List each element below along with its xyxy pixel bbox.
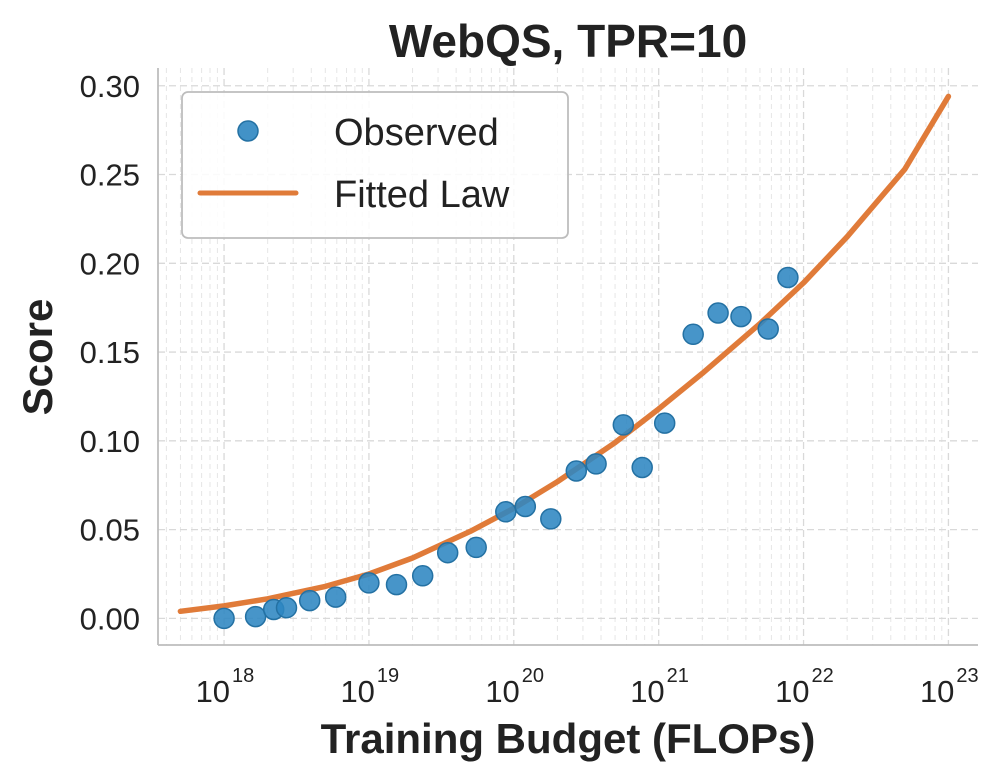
x-tick-label: 10 21 [630, 665, 689, 709]
y-tick-label: 0.20 [80, 246, 140, 281]
x-tick-base: 10 [485, 674, 519, 709]
y-axis-label: Score [14, 299, 61, 416]
x-tick-label: 10 20 [485, 665, 544, 709]
x-tick-label: 10 22 [775, 665, 834, 709]
observed-point [757, 318, 779, 340]
observed-point [777, 266, 799, 289]
observed-point [298, 589, 321, 612]
legend: Observed Fitted Law [181, 91, 569, 239]
observed-point [707, 302, 729, 324]
observed-point [585, 453, 607, 475]
x-axis-label: Training Budget (FLOPs) [321, 715, 816, 762]
x-tick-base: 10 [340, 674, 374, 709]
legend-observed-label: Observed [334, 112, 499, 154]
x-tick-base: 10 [775, 674, 809, 709]
observed-point [411, 565, 434, 587]
x-tick-base: 10 [920, 674, 954, 709]
x-tick-exponent: 19 [377, 665, 399, 687]
observed-series [213, 266, 799, 630]
chart-title: WebQS, TPR=10 [389, 15, 747, 67]
observed-point [385, 573, 408, 596]
observed-point [213, 607, 235, 630]
y-tick-label: 0.00 [80, 601, 140, 636]
observed-point [653, 412, 676, 434]
observed-point [244, 605, 267, 628]
observed-point [565, 460, 588, 482]
y-tick-label: 0.25 [80, 158, 140, 193]
y-tick-labels: 0.00 0.05 0.10 0.15 0.20 0.25 0.30 [80, 69, 140, 637]
observed-point [631, 456, 653, 479]
observed-point [540, 508, 562, 530]
x-tick-base: 10 [196, 674, 230, 709]
y-tick-label: 0.05 [80, 513, 140, 548]
x-tick-labels: 10 18 10 19 10 20 10 21 10 22 10 23 [196, 665, 979, 709]
observed-point [324, 586, 347, 608]
x-tick-label: 10 18 [196, 665, 255, 709]
y-tick-label: 0.15 [80, 335, 140, 370]
observed-point [514, 495, 537, 518]
legend-observed-marker [237, 120, 259, 142]
x-tick-base: 10 [630, 674, 664, 709]
observed-point [612, 414, 635, 436]
x-tick-exponent: 22 [812, 665, 834, 687]
observed-point [730, 305, 752, 328]
y-tick-label: 0.10 [80, 424, 140, 459]
x-tick-exponent: 23 [956, 665, 978, 687]
observed-point [465, 536, 487, 559]
x-tick-exponent: 21 [667, 665, 689, 687]
axes-spines [157, 68, 978, 646]
x-tick-label: 10 19 [340, 665, 399, 709]
x-tick-label: 10 23 [920, 665, 979, 709]
x-tick-exponent: 18 [232, 665, 254, 687]
legend-box [181, 91, 569, 239]
legend-fitted-label: Fitted Law [334, 174, 510, 216]
observed-point [275, 596, 298, 619]
observed-point [358, 572, 380, 594]
x-tick-exponent: 20 [522, 665, 544, 687]
observed-point [682, 323, 704, 346]
y-tick-label: 0.30 [80, 69, 140, 104]
observed-point [495, 501, 517, 523]
observed-point [436, 541, 459, 564]
